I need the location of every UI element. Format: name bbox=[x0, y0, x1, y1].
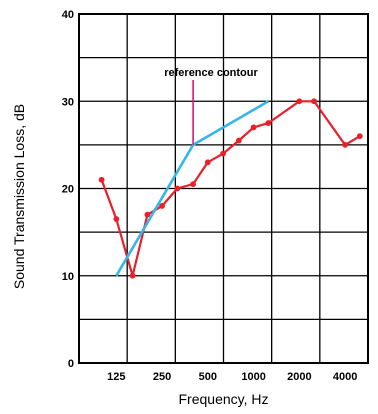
annotation-layer: reference contour bbox=[164, 67, 258, 145]
data-point bbox=[144, 211, 151, 218]
data-point bbox=[190, 181, 197, 188]
x-tick-label: 125 bbox=[107, 371, 125, 383]
data-point bbox=[98, 176, 105, 183]
y-tick-label: 30 bbox=[62, 96, 74, 108]
grid bbox=[79, 14, 368, 363]
plot-frame bbox=[78, 13, 369, 364]
data-point bbox=[296, 98, 303, 105]
y-tick-label: 10 bbox=[62, 271, 74, 283]
x-tick-label: 250 bbox=[153, 371, 171, 383]
reference-contour-label: reference contour bbox=[164, 67, 258, 79]
data-point bbox=[265, 120, 272, 126]
data-point bbox=[204, 159, 211, 166]
data-point bbox=[159, 203, 165, 209]
reference-contour-line bbox=[115, 100, 269, 277]
data-point bbox=[129, 272, 136, 279]
y-axis-label: Sound Transmission Loss, dB bbox=[11, 104, 27, 289]
y-tick-labels: 0 10 20 30 40 bbox=[62, 9, 74, 370]
data-point bbox=[250, 124, 257, 131]
data-point bbox=[174, 185, 181, 192]
data-point bbox=[113, 216, 120, 222]
data-point bbox=[342, 141, 348, 148]
x-tick-label: 4000 bbox=[333, 371, 357, 383]
x-tick-label: 1000 bbox=[241, 371, 265, 383]
y-tick-label: 40 bbox=[62, 9, 74, 21]
data-point bbox=[356, 133, 363, 140]
y-tick-label: 20 bbox=[62, 184, 74, 196]
data-point bbox=[311, 98, 317, 105]
x-axis-label: Frequency, Hz bbox=[179, 391, 269, 407]
x-tick-label: 500 bbox=[199, 371, 217, 383]
series-layer bbox=[98, 98, 363, 279]
data-point bbox=[220, 150, 226, 157]
data-point bbox=[235, 137, 242, 144]
measured-tl-line bbox=[100, 100, 361, 277]
y-tick-label: 0 bbox=[68, 358, 74, 370]
x-tick-label: 2000 bbox=[287, 371, 311, 383]
x-tick-labels: 125 250 500 1000 2000 4000 bbox=[107, 371, 357, 383]
